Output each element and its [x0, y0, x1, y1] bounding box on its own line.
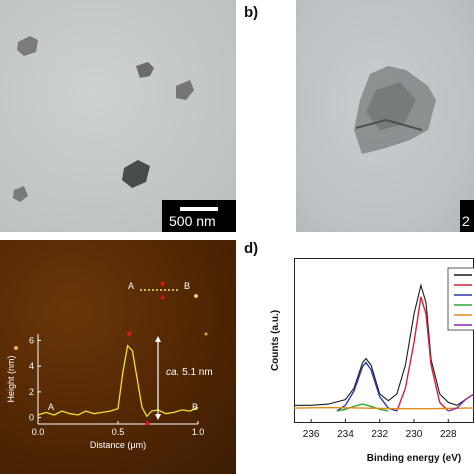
panel-label-b: b)	[244, 4, 259, 21]
scale-bar-line	[180, 207, 218, 211]
height-annotation: ca. 5.1 nm	[166, 367, 213, 378]
x-tick-label: 1.0	[192, 427, 205, 437]
tem-image-a: 500 nm	[0, 0, 236, 232]
scale-bar-label-a: 500 nm	[169, 213, 216, 229]
particle	[14, 346, 18, 350]
y-tick-label: 4	[29, 361, 34, 371]
flake	[136, 62, 154, 78]
peak-marker-top	[126, 332, 133, 337]
x-axis-label: Binding energy (eV)	[367, 453, 461, 464]
scale-bar-label-b: 2	[462, 213, 470, 229]
xps-series-line-3	[336, 403, 389, 412]
scale-bar-a: 500 nm	[162, 200, 236, 232]
x-tick-label: 0.5	[112, 427, 125, 437]
flake	[17, 36, 38, 56]
legend-box	[447, 267, 474, 331]
x-tick-label: 234	[337, 429, 354, 440]
x-tick-label: 0.0	[32, 427, 45, 437]
height-profile-line	[37, 344, 199, 418]
flake-fold	[366, 82, 416, 130]
inset-label-B: B	[192, 402, 198, 412]
tem-image-b: 2	[296, 0, 474, 232]
afm-overlay: A B	[14, 281, 208, 350]
height-profile-chart: 0 2 4 6 0.0 0.5 1.0 Distance (μm) Height (nm) ca.…	[6, 332, 213, 450]
tem-flake-b	[354, 66, 436, 154]
profile-marker-bottom	[160, 294, 165, 299]
flake	[13, 186, 28, 202]
y-axis-label: Height (nm)	[6, 355, 16, 402]
y-tick-label: 0	[29, 413, 34, 423]
x-axis-label: Distance (μm)	[90, 440, 146, 450]
profile-label-A: A	[128, 281, 134, 291]
particle	[204, 332, 208, 336]
height-arrow-head-bottom	[155, 414, 161, 420]
x-tick-label: 232	[371, 429, 388, 440]
profile-label-B: B	[184, 281, 190, 291]
xps-plot-frame	[294, 258, 474, 423]
flake	[176, 80, 194, 100]
peak-marker-bottom	[144, 420, 151, 425]
panel-label-d: d)	[244, 240, 259, 257]
tem-flakes-a	[13, 36, 194, 202]
xps-series-line-0	[294, 283, 474, 406]
y-axis-label: Counts (a.u.)	[270, 310, 281, 371]
y-tick-label: 2	[29, 387, 34, 397]
y-tick-label: 6	[29, 335, 34, 345]
x-tick-label: 228	[440, 429, 457, 440]
xps-series-line-5	[448, 393, 474, 412]
inset-label-A: A	[48, 402, 54, 412]
xps-series-line-1	[396, 296, 449, 412]
flake-edge	[355, 118, 423, 131]
height-arrow-head-top	[155, 336, 161, 342]
scale-bar-b: 2	[460, 200, 474, 232]
xps-series-line-2	[336, 361, 398, 412]
afm-image-c: A B 0 2 4 6 0.0 0.5 1.0 Distance (μm) Height (nm…	[0, 240, 236, 474]
x-tick-label: 230	[406, 429, 423, 440]
flake	[122, 160, 150, 188]
particle	[194, 294, 198, 298]
x-tick-label: 236	[303, 429, 320, 440]
profile-marker-top	[160, 282, 165, 287]
xps-series-line-4	[293, 406, 474, 410]
